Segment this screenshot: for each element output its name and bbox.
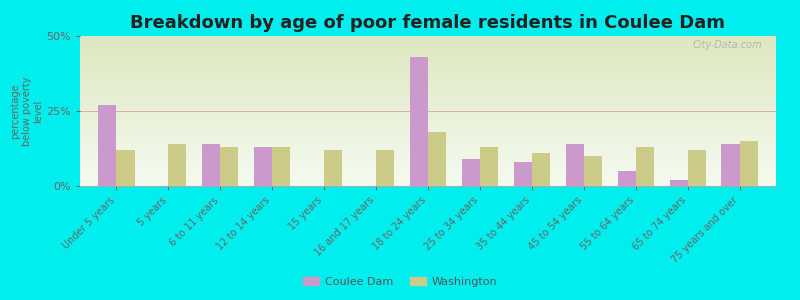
Bar [514,162,532,186]
Y-axis label: percentage
below poverty
level: percentage below poverty level [10,76,43,146]
Bar [428,132,446,186]
Bar [98,105,116,186]
Bar [376,150,394,186]
Bar [740,141,758,186]
Bar [324,150,342,186]
Bar [462,159,480,186]
Bar [202,144,220,186]
Bar [168,144,186,186]
Bar [688,150,706,186]
Bar [116,150,134,186]
Bar [584,156,602,186]
Bar [480,147,498,186]
Bar [618,171,636,186]
Bar [636,147,654,186]
Bar [272,147,290,186]
Title: Breakdown by age of poor female residents in Coulee Dam: Breakdown by age of poor female resident… [130,14,726,32]
Bar [410,57,428,186]
Legend: Coulee Dam, Washington: Coulee Dam, Washington [298,273,502,291]
Bar [220,147,238,186]
Bar [670,180,688,186]
Text: City-Data.com: City-Data.com [693,40,762,50]
Bar [532,153,550,186]
Bar [566,144,584,186]
Bar [722,144,740,186]
Bar [254,147,272,186]
